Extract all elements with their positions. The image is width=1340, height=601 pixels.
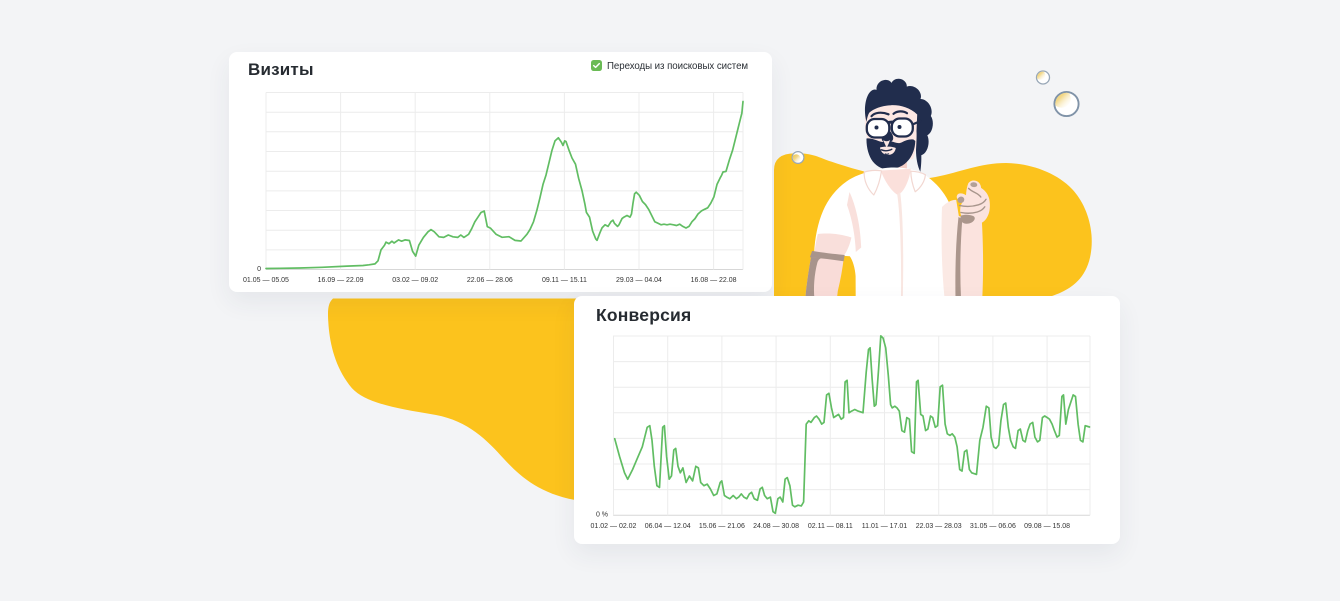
svg-text:01.05 — 05.05: 01.05 — 05.05 (243, 277, 289, 284)
svg-text:02.11 — 08.11: 02.11 — 08.11 (808, 523, 853, 530)
svg-text:0 %: 0 % (596, 512, 608, 519)
svg-text:06.04 — 12.04: 06.04 — 12.04 (645, 523, 691, 530)
svg-text:16.09 — 22.09: 16.09 — 22.09 (318, 277, 364, 284)
svg-text:29.03 — 04.04: 29.03 — 04.04 (616, 277, 662, 284)
svg-text:24.08 — 30.08: 24.08 — 30.08 (753, 523, 799, 530)
svg-text:16.08 — 22.08: 16.08 — 22.08 (691, 277, 737, 284)
svg-text:15.06 — 21.06: 15.06 — 21.06 (699, 523, 745, 530)
svg-text:0: 0 (257, 266, 261, 273)
svg-text:01.02 — 02.02: 01.02 — 02.02 (591, 523, 637, 530)
svg-text:09.11 — 15.11: 09.11 — 15.11 (542, 277, 587, 284)
svg-text:22.03 — 28.03: 22.03 — 28.03 (916, 523, 962, 530)
svg-text:31.05 — 06.06: 31.05 — 06.06 (970, 523, 1016, 530)
svg-text:22.06 — 28.06: 22.06 — 28.06 (467, 277, 513, 284)
svg-text:03.02 — 09.02: 03.02 — 09.02 (392, 277, 438, 284)
svg-text:09.08 — 15.08: 09.08 — 15.08 (1024, 523, 1070, 530)
svg-text:11.01 — 17.01: 11.01 — 17.01 (862, 523, 908, 530)
